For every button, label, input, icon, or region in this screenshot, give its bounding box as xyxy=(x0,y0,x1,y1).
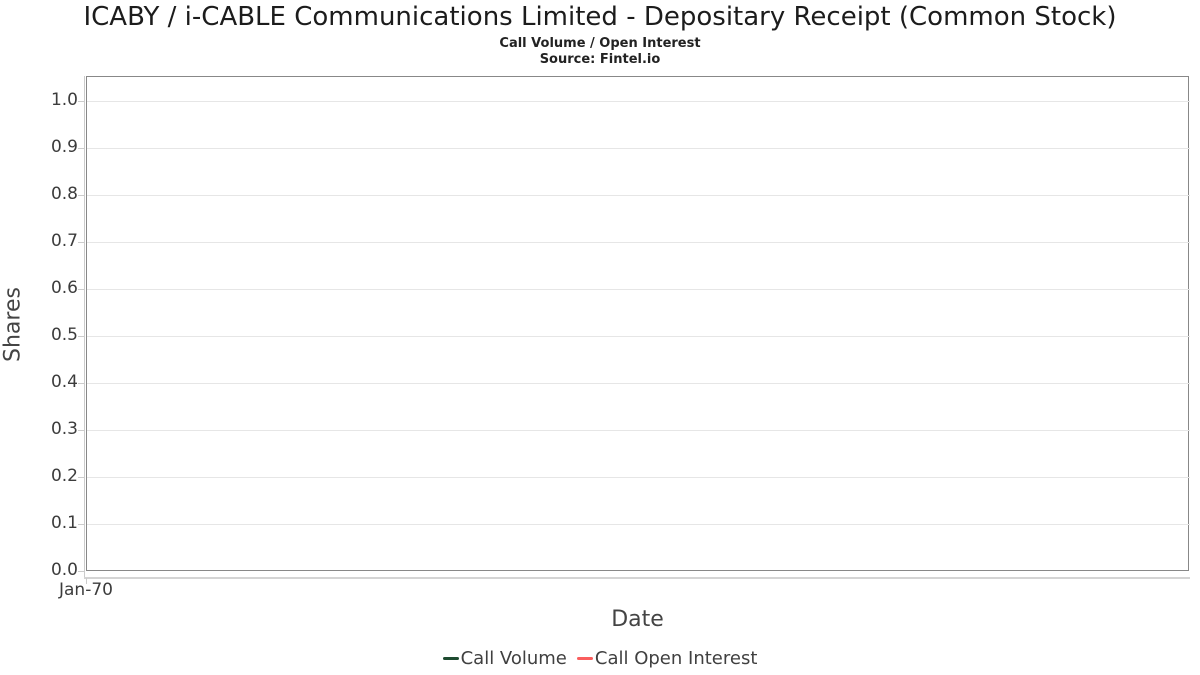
y-tick-label: 0.5 xyxy=(50,325,78,345)
y-gridline xyxy=(87,383,1190,384)
y-tick-label: 1.0 xyxy=(50,90,78,110)
y-tick-mark xyxy=(78,242,85,243)
legend-item-call-volume[interactable]: Call Volume xyxy=(442,648,567,669)
y-gridline xyxy=(87,524,1190,525)
y-gridline xyxy=(87,195,1190,196)
y-tick-mark xyxy=(78,195,85,196)
y-tick-label: 0.0 xyxy=(50,560,78,580)
y-tick-mark xyxy=(78,148,85,149)
legend-label: Call Open Interest xyxy=(594,648,758,669)
y-tick-mark xyxy=(78,571,85,572)
y-tick-label: 0.3 xyxy=(50,419,78,439)
x-axis-title: Date xyxy=(611,607,664,632)
plot-area xyxy=(86,76,1190,571)
y-gridline xyxy=(87,148,1190,149)
y-tick-mark xyxy=(78,383,85,384)
y-tick-mark xyxy=(78,524,85,525)
y-gridline xyxy=(87,477,1190,478)
legend: Call Volume Call Open Interest xyxy=(0,648,1200,669)
y-tick-label: 0.7 xyxy=(50,231,78,251)
legend-item-call-open-interest[interactable]: Call Open Interest xyxy=(576,648,758,669)
legend-marker-icon xyxy=(442,657,459,660)
y-tick-mark xyxy=(78,289,85,290)
y-axis-line xyxy=(84,76,85,577)
y-gridline xyxy=(87,289,1190,290)
y-gridline xyxy=(87,430,1190,431)
y-tick-label: 0.8 xyxy=(50,184,78,204)
y-tick-label: 0.6 xyxy=(50,278,78,298)
x-axis-line xyxy=(84,577,1190,579)
x-tick-mark xyxy=(86,578,87,584)
legend-marker-icon xyxy=(576,657,593,660)
y-gridline xyxy=(87,242,1190,243)
y-gridline xyxy=(87,101,1190,102)
y-tick-label: 0.1 xyxy=(50,513,78,533)
y-tick-mark xyxy=(78,477,85,478)
y-tick-label: 0.4 xyxy=(50,372,78,392)
chart-source: Source: Fintel.io xyxy=(539,52,661,67)
y-tick-label: 0.9 xyxy=(50,137,78,157)
y-tick-label: 0.2 xyxy=(50,466,78,486)
y-gridline xyxy=(87,336,1190,337)
legend-label: Call Volume xyxy=(460,648,567,669)
y-tick-mark xyxy=(78,101,85,102)
y-tick-mark xyxy=(78,336,85,337)
chart-title: ICABY / i-CABLE Communications Limited -… xyxy=(83,2,1117,32)
x-tick-label: Jan-70 xyxy=(59,580,113,600)
y-tick-mark xyxy=(78,430,85,431)
y-axis-title: Shares xyxy=(0,287,26,362)
chart-subtitle: Call Volume / Open Interest xyxy=(499,36,701,51)
